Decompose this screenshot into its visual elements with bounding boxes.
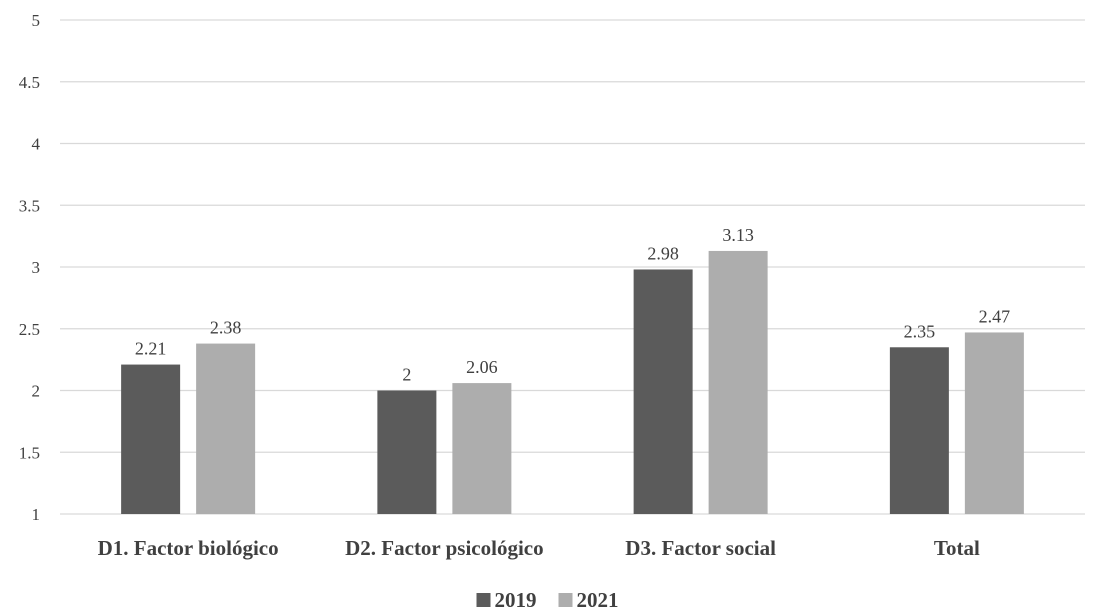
y-tick-label: 1 xyxy=(32,505,41,524)
y-axis-ticks: 1 1.5 2 2.5 3 3.5 4 4.5 5 xyxy=(19,11,41,524)
data-label: 2.47 xyxy=(979,306,1011,326)
data-label: 3.13 xyxy=(722,225,754,245)
data-label: 2.21 xyxy=(135,339,167,359)
bar-2019 xyxy=(121,364,181,514)
data-label: 2.06 xyxy=(466,357,498,377)
bar-2021 xyxy=(708,250,768,514)
data-label: 2.35 xyxy=(904,321,936,341)
y-tick-label: 4 xyxy=(32,135,41,154)
y-tick-label: 2 xyxy=(32,382,41,401)
data-label: 2.38 xyxy=(210,318,242,338)
x-axis-categories: D1. Factor biológico D2. Factor psicológi… xyxy=(98,536,980,560)
bar-2021 xyxy=(452,383,512,514)
legend-label: 2021 xyxy=(577,588,619,612)
y-tick-label: 4.5 xyxy=(19,73,40,92)
y-tick-label: 2.5 xyxy=(19,320,40,339)
bar-2019 xyxy=(377,390,437,514)
bar-2019 xyxy=(633,269,693,514)
legend-swatch-2021 xyxy=(558,593,573,607)
y-tick-label: 3.5 xyxy=(19,196,40,215)
y-tick-label: 5 xyxy=(32,11,41,30)
data-label: 2.98 xyxy=(647,243,679,263)
bar-2019 xyxy=(889,347,949,514)
x-category-label: D1. Factor biológico xyxy=(98,536,279,560)
bar-2021 xyxy=(196,343,256,514)
x-category-label: D2. Factor psicológico xyxy=(345,536,544,560)
bars xyxy=(121,250,1024,514)
y-tick-label: 3 xyxy=(32,258,41,277)
x-category-label: D3. Factor social xyxy=(625,536,776,560)
legend: 2019 2021 xyxy=(476,588,619,612)
data-label: 2 xyxy=(402,365,411,385)
y-tick-label: 1.5 xyxy=(19,443,40,462)
bar-2021 xyxy=(964,332,1024,514)
x-category-label: Total xyxy=(934,536,980,560)
legend-swatch-2019 xyxy=(476,593,491,607)
legend-label: 2019 xyxy=(495,588,537,612)
data-labels: 2.21 2.38 2 2.06 2.98 3.13 2.35 2.47 xyxy=(135,225,1010,385)
